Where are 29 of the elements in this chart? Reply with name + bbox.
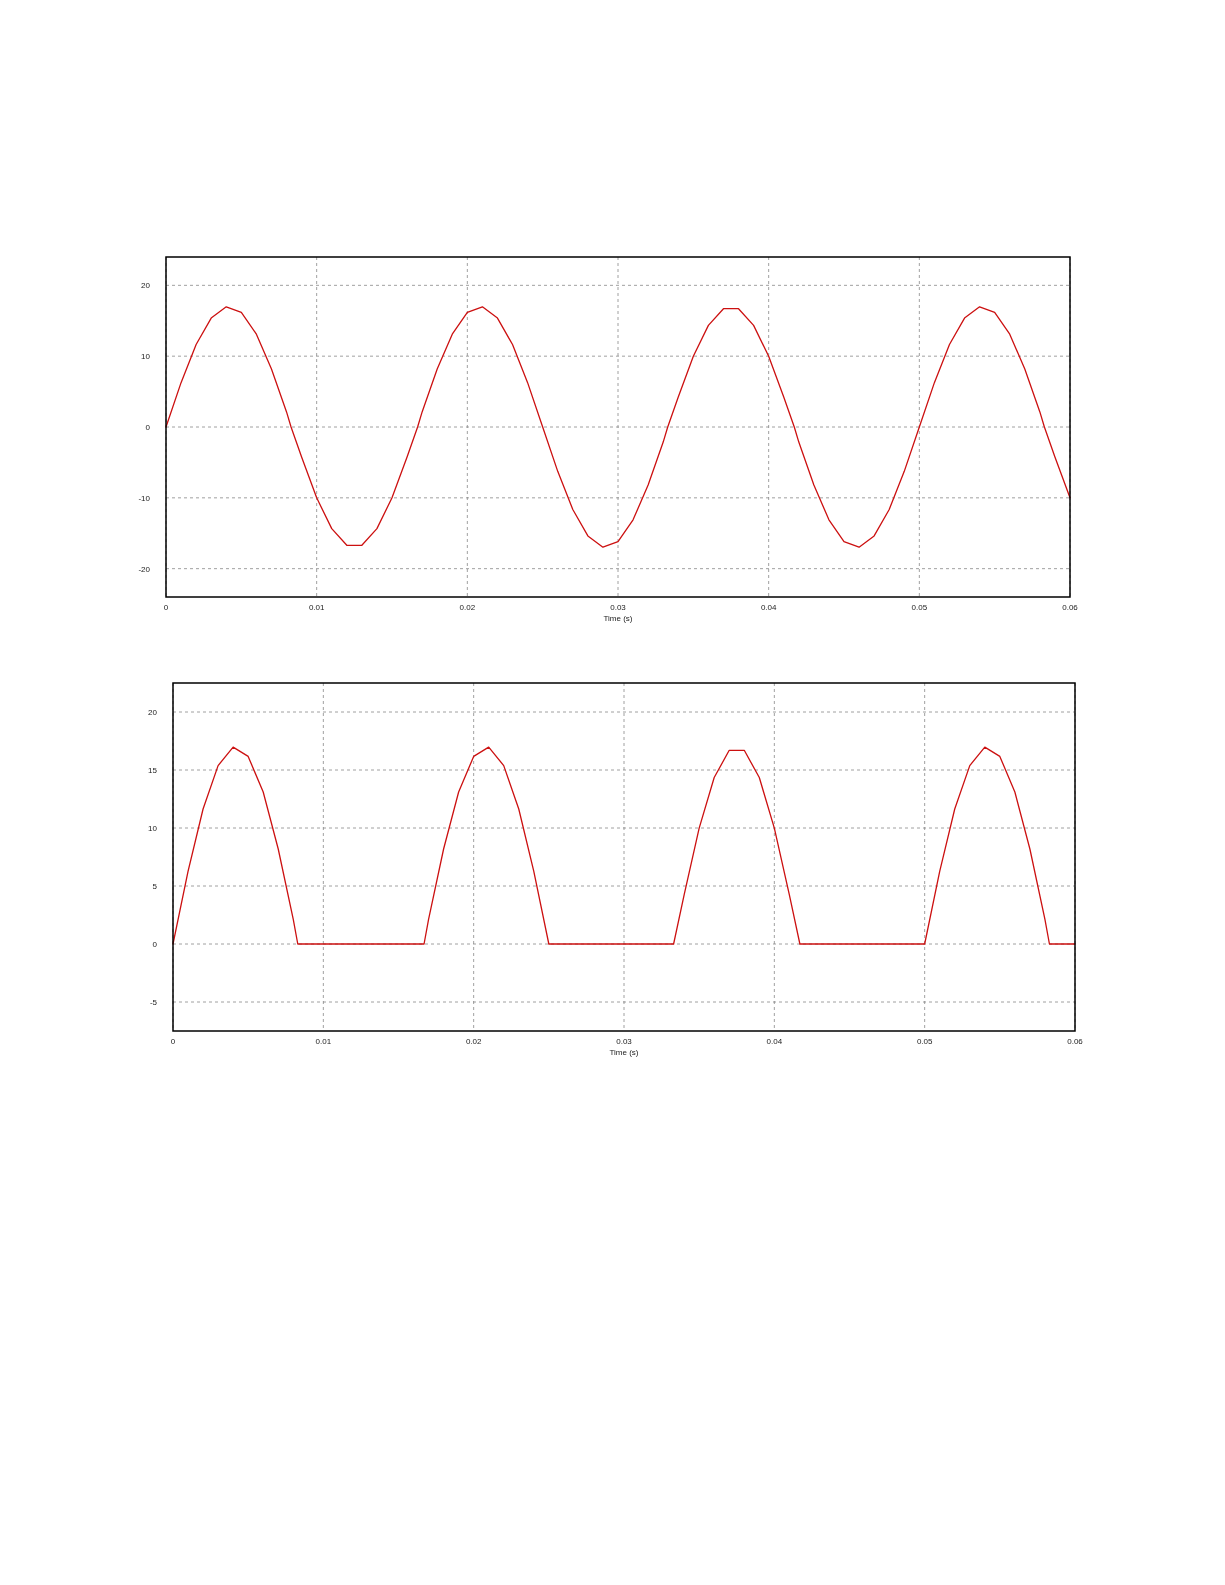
x-tick-label: 0.02	[465, 1037, 482, 1046]
y-tick-label: 5	[152, 882, 158, 891]
x-tick-label: 0.06	[1067, 1037, 1084, 1046]
line-series	[165, 306, 1071, 548]
x-tick-label: 0.06	[1062, 603, 1079, 612]
y-tick-label: -10	[138, 493, 151, 503]
y-tick-label: 10	[141, 352, 151, 362]
y-tick-label: 0	[145, 423, 151, 432]
line-series	[172, 746, 1076, 945]
y-tick-label: 15	[148, 766, 158, 775]
x-tick-label: 0.05	[916, 1037, 933, 1046]
x-tick-label: 0	[163, 603, 169, 612]
y-tick-label: 0	[152, 940, 158, 949]
x-tick-label: 0.03	[610, 603, 627, 612]
x-tick-label: 0.04	[760, 603, 777, 612]
y-tick-label: 20	[141, 281, 151, 291]
x-tick-label: 0.03	[616, 1037, 633, 1046]
x-tick-label: 0.04	[766, 1037, 783, 1046]
y-tick-label: 20	[148, 708, 158, 717]
x-axis-title: Time (s)	[609, 1048, 639, 1057]
y-tick-label: -5	[149, 998, 158, 1007]
x-tick-label: 0.01	[315, 1037, 332, 1046]
x-tick-label: 0.05	[911, 603, 928, 612]
y-tick-label: -20	[138, 564, 151, 574]
x-axis-title: Time (s)	[603, 614, 633, 623]
x-tick-label: 0	[170, 1037, 176, 1046]
x-tick-label: 0.01	[308, 603, 325, 612]
x-tick-label: 0.02	[459, 603, 476, 612]
y-tick-label: 10	[148, 824, 158, 833]
